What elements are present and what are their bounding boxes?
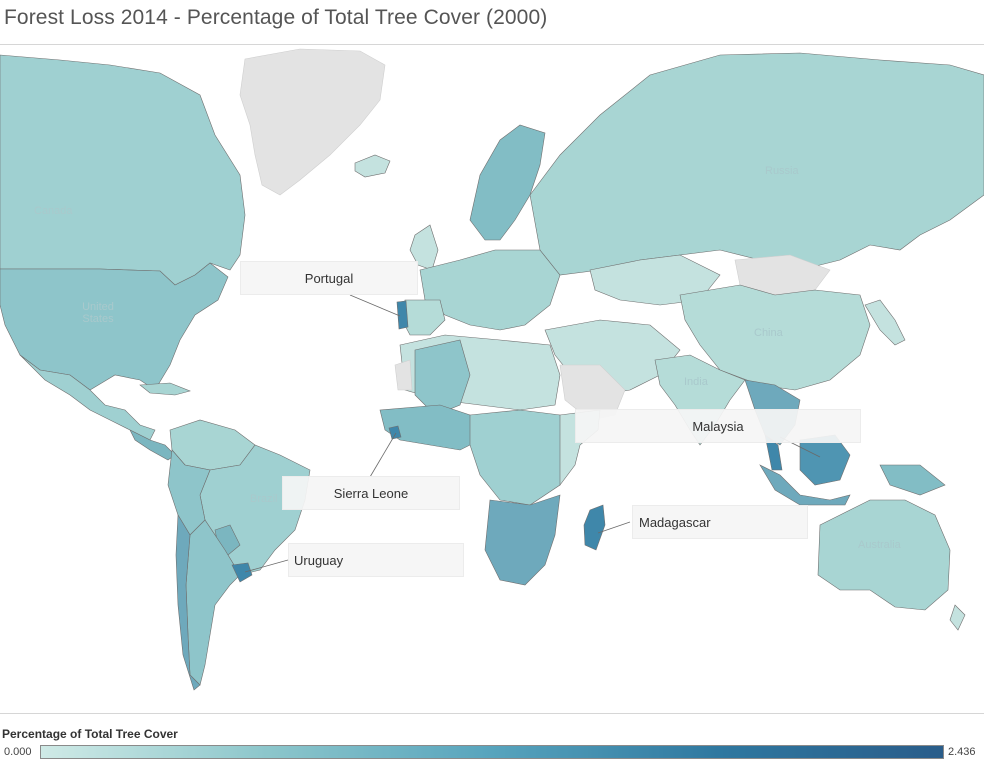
russia[interactable] — [529, 52, 984, 276]
legend-color-ramp[interactable] — [40, 745, 944, 759]
new-zealand[interactable] — [949, 604, 966, 631]
southern-africa[interactable] — [484, 494, 561, 586]
madagascar[interactable] — [583, 504, 606, 551]
portugal[interactable] — [396, 300, 409, 330]
callout-sierra-leone[interactable]: Sierra Leone — [282, 476, 460, 510]
callout-portugal[interactable]: Portugal — [240, 261, 418, 295]
china[interactable] — [679, 284, 871, 391]
mexico[interactable] — [19, 354, 156, 441]
world-map-svg[interactable] — [0, 45, 984, 713]
legend-min-value: 0.000 — [4, 746, 32, 758]
central-africa[interactable] — [469, 409, 576, 506]
japan-korea[interactable] — [864, 299, 906, 346]
callout-madagascar[interactable]: Madagascar — [632, 505, 808, 539]
callout-madagascar-label: Madagascar — [639, 514, 711, 530]
legend-max-value: 2.436 — [948, 746, 976, 758]
chile[interactable] — [175, 513, 201, 691]
algeria-mali[interactable] — [414, 339, 471, 416]
map-title: Forest Loss 2014 - Percentage of Total T… — [4, 6, 548, 29]
western-sahara[interactable] — [394, 359, 413, 391]
new-guinea[interactable] — [879, 464, 946, 496]
callout-portugal-label: Portugal — [304, 270, 354, 286]
choropleth-map[interactable]: Canada United States Russia China India … — [0, 44, 984, 714]
canada[interactable] — [0, 54, 246, 286]
callout-sierra-leone-label: Sierra Leone — [333, 485, 409, 501]
callout-malaysia-label: Malaysia — [692, 418, 744, 434]
sumatra-java[interactable] — [759, 464, 851, 506]
scandinavia[interactable] — [469, 124, 546, 241]
iceland[interactable] — [354, 154, 391, 178]
united-states[interactable] — [0, 262, 229, 391]
callout-uruguay[interactable]: Uruguay — [288, 543, 464, 577]
callout-uruguay-label: Uruguay — [294, 552, 344, 568]
cuba[interactable] — [139, 382, 191, 396]
callout-malaysia[interactable]: Malaysia — [575, 409, 861, 443]
spain[interactable] — [401, 299, 446, 336]
australia[interactable] — [817, 499, 951, 611]
greenland[interactable] — [239, 48, 386, 196]
legend-title: Percentage of Total Tree Cover — [2, 727, 178, 741]
